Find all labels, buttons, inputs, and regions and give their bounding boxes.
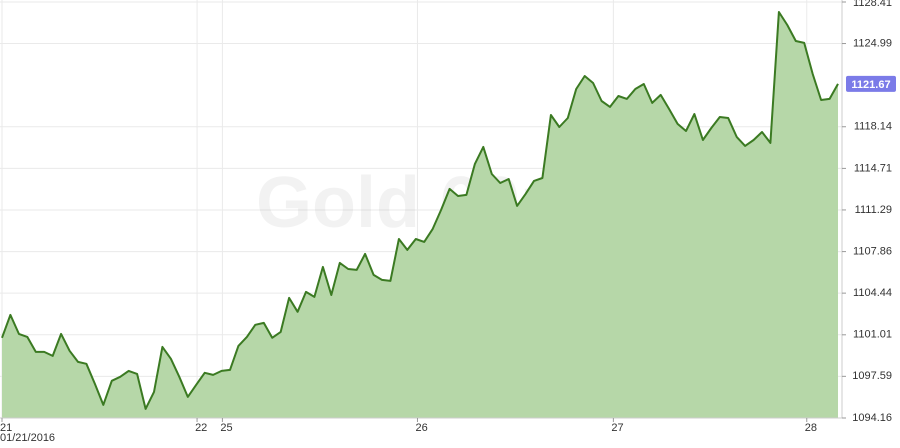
y-tick-label: 1094.16 bbox=[852, 412, 892, 424]
x-tick-label: 26 bbox=[415, 422, 427, 434]
x-tick-label: 21 bbox=[0, 422, 12, 434]
x-tick-label: 27 bbox=[611, 422, 623, 434]
area-fill bbox=[2, 12, 838, 418]
x-tick-label: 25 bbox=[220, 422, 232, 434]
y-tick-label: 1128.41 bbox=[853, 0, 892, 9]
y-tick-label: 1114.71 bbox=[854, 162, 892, 174]
y-tick-label: 1111.29 bbox=[855, 204, 892, 216]
y-tick-label: 1097.59 bbox=[852, 370, 892, 382]
y-tick-label: 1124.99 bbox=[853, 37, 892, 49]
y-tick-label: 1118.14 bbox=[854, 121, 892, 133]
start-date: 01/21/2016 bbox=[0, 432, 55, 444]
price-line bbox=[1, 11, 839, 410]
y-tick-label: 1104.44 bbox=[853, 287, 892, 299]
last-value-box bbox=[846, 75, 896, 92]
x-tick-label: 22 bbox=[195, 422, 207, 434]
last-value-label: 1121.67 bbox=[851, 79, 890, 91]
y-tick-label: 1107.86 bbox=[853, 246, 892, 258]
x-tick-label: 28 bbox=[805, 422, 817, 434]
y-tick-label: 1101.01 bbox=[853, 329, 892, 341]
